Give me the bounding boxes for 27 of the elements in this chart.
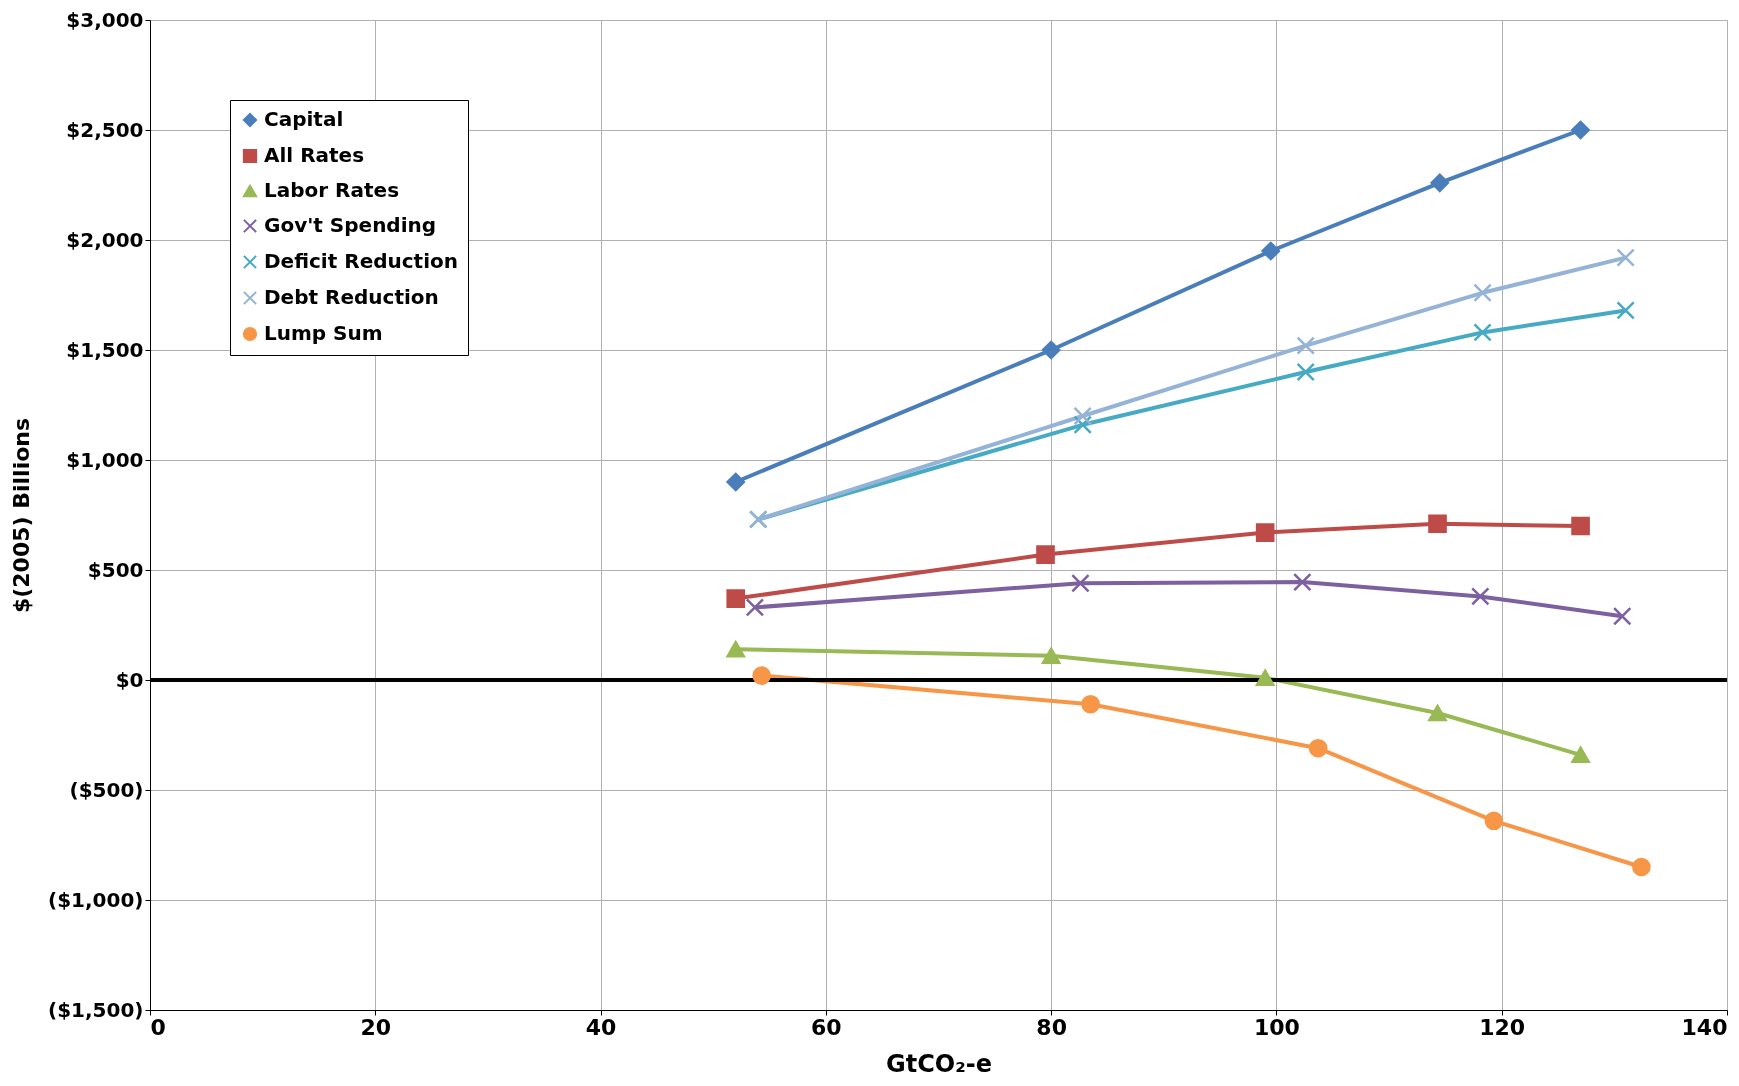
y-tick-label: $0 bbox=[115, 667, 144, 692]
x-tick-label: 140 bbox=[1681, 1014, 1728, 1040]
legend-label: Labor Rates bbox=[264, 178, 400, 202]
legend-label: Deficit Reduction bbox=[264, 249, 458, 273]
y-axis-title: $(2005) Billions bbox=[9, 417, 35, 614]
x-axis-title: GtCO₂-e bbox=[886, 1049, 992, 1078]
y-tick-label: $500 bbox=[87, 557, 144, 582]
legend-label: Capital bbox=[264, 107, 344, 131]
y-tick-label: ($500) bbox=[69, 777, 144, 802]
y-tick-label: $1,500 bbox=[66, 337, 144, 362]
x-tick-label: 40 bbox=[585, 1014, 617, 1040]
y-tick-label: $3,000 bbox=[66, 7, 144, 32]
x-tick-label: 20 bbox=[360, 1014, 392, 1040]
x-tick-label: 120 bbox=[1479, 1014, 1526, 1040]
legend-label: All Rates bbox=[264, 143, 365, 167]
y-tick-label: $2,000 bbox=[66, 227, 144, 252]
y-tick-label: ($1,000) bbox=[48, 887, 144, 912]
x-tick-label: 80 bbox=[1036, 1014, 1067, 1040]
y-tick-label: $1,000 bbox=[66, 447, 144, 472]
legend-label: Debt Reduction bbox=[264, 285, 439, 309]
y-tick-label: ($1,500) bbox=[48, 997, 144, 1022]
x-tick-label: 0 bbox=[150, 1014, 166, 1040]
x-tick-label: 60 bbox=[811, 1014, 842, 1040]
x-tick-label: 100 bbox=[1253, 1014, 1300, 1040]
y-tick-label: $2,500 bbox=[66, 117, 144, 142]
legend-label: Gov't Spending bbox=[264, 213, 437, 237]
legend-label: Lump Sum bbox=[264, 321, 383, 345]
